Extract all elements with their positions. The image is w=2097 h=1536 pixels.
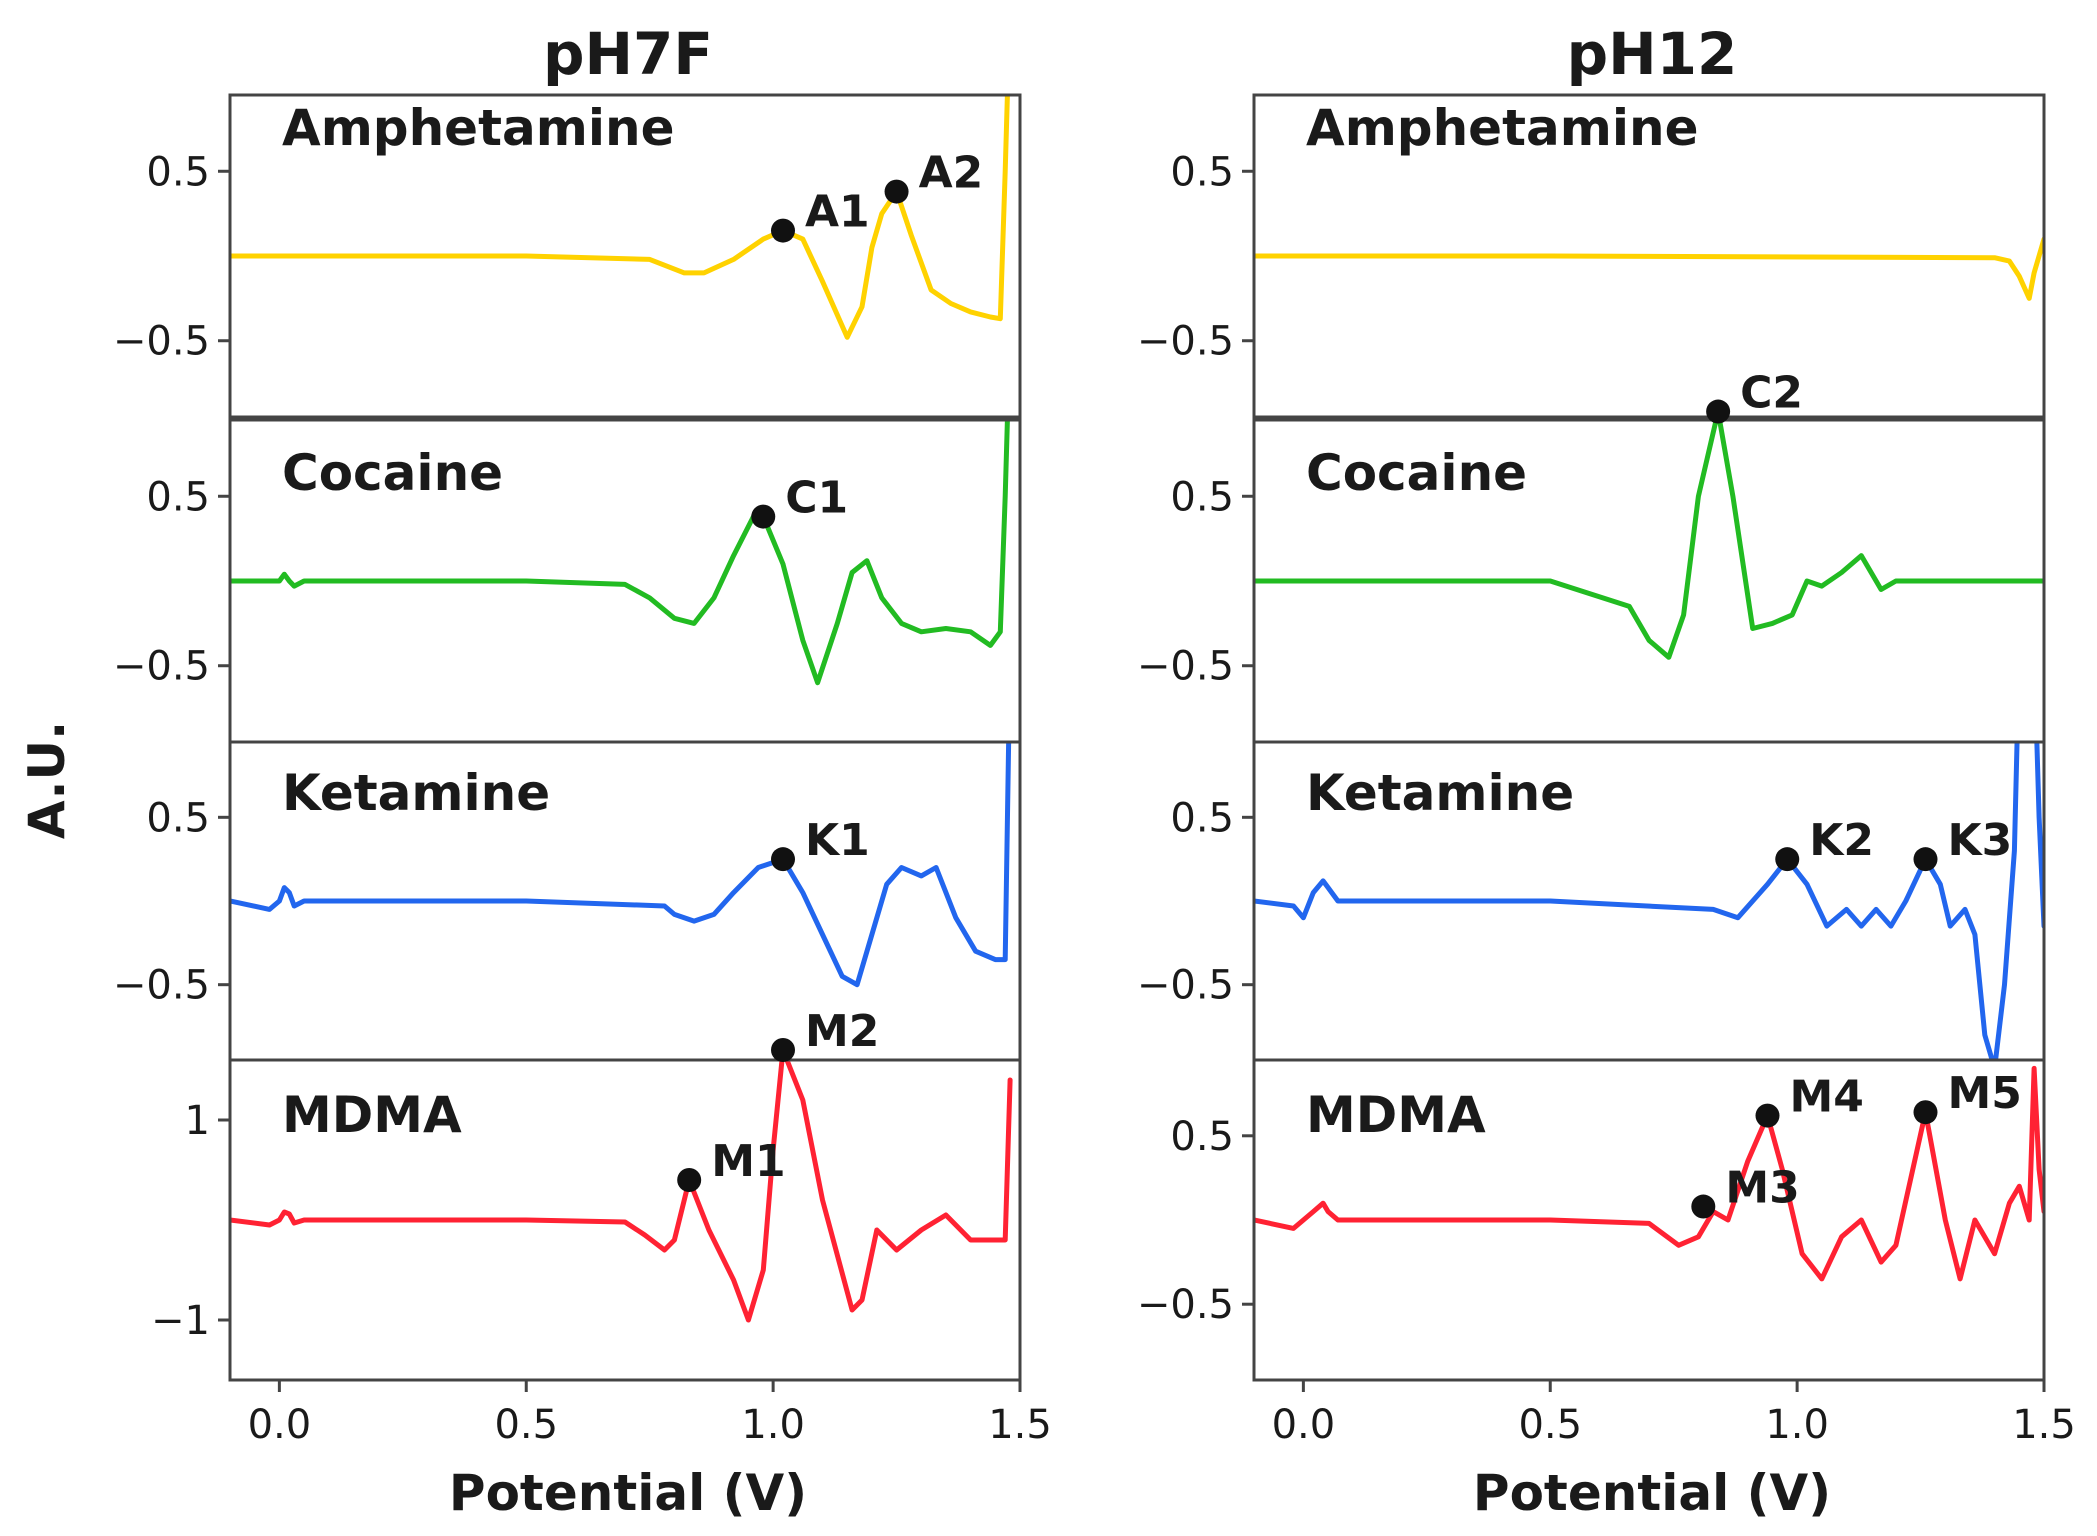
panel-title: MDMA (282, 1086, 462, 1144)
panel-title: Amphetamine (282, 99, 674, 157)
col1-panel0-group: 0.5 −0.5 Amphetamine (1137, 93, 2046, 419)
panel-title: Ketamine (1306, 764, 1574, 822)
panel-title: Cocaine (282, 444, 503, 502)
trace-line (1254, 742, 2044, 1060)
x-axis-label-ph12: Potential (V) (1473, 1464, 1831, 1522)
panel-title: MDMA (1306, 1086, 1486, 1144)
column-title-ph12: pH12 (1567, 20, 1738, 88)
peak-label: K3 (1948, 815, 2013, 866)
peak-label: M2 (805, 1006, 879, 1057)
peak-marker (771, 847, 795, 872)
y-tick-label: 0.5 (146, 474, 210, 520)
y-tick-label: −0.5 (113, 644, 210, 690)
col1-x-axis: 0.0 0.5 1.0 1.5 (1272, 1380, 2076, 1448)
panel-title: Cocaine (1306, 444, 1527, 502)
x-tick-label: 0.5 (494, 1402, 558, 1448)
peak-label: M5 (1948, 1068, 2022, 1119)
panel-frame (1252, 1058, 2046, 1382)
peak-label: M1 (711, 1136, 785, 1187)
peak-marker (771, 218, 795, 243)
x-tick-label: 0.0 (248, 1402, 312, 1448)
y-tick-label: −0.5 (1137, 319, 1234, 365)
peak-marker (677, 1168, 702, 1192)
x-axis-label-ph7f: Potential (V) (449, 1464, 807, 1522)
y-tick-label: 1 (185, 1098, 210, 1144)
panel-frame (228, 1058, 1022, 1382)
trace-line (1254, 236, 2044, 301)
peak-label: K2 (1809, 815, 1874, 866)
y-tick-label: 0.5 (1170, 149, 1234, 195)
peak-marker (751, 504, 776, 529)
x-tick-label: 0.0 (1272, 1402, 1336, 1448)
trace-line (230, 1060, 1013, 1323)
trace-line (1254, 420, 2044, 660)
panel-title: Amphetamine (1306, 99, 1698, 157)
x-tick-label: 1.0 (741, 1402, 805, 1448)
peak-label: M4 (1790, 1072, 1864, 1123)
y-tick-label: 0.5 (146, 149, 210, 195)
panel-frame (228, 93, 1022, 419)
y-tick-label: 0.5 (1170, 1114, 1234, 1160)
trace-line (1254, 1065, 2044, 1282)
peak-marker (1691, 1194, 1716, 1219)
peak-label: C2 (1740, 368, 1803, 419)
col0-panel3-group: 1 −1 MDMA M1 M2 (151, 1006, 1022, 1382)
y-tick-label: −0.5 (113, 319, 210, 365)
col1-panel3-group: 0.5 −0.5 MDMA M3 M4 M5 (1137, 1058, 2046, 1382)
column-title-ph7f: pH7F (543, 20, 713, 88)
x-tick-label: 1.5 (2012, 1402, 2076, 1448)
col1-panel1-group: 0.5 −0.5 Cocaine C2 (1137, 368, 2046, 744)
col0-panel1-group: 0.5 −0.5 Cocaine C1 (113, 418, 1022, 744)
peak-label: A1 (805, 187, 870, 238)
y-axis-label: A.U. (18, 721, 76, 839)
peak-marker (771, 1038, 795, 1062)
peak-label: C1 (785, 473, 848, 524)
y-tick-label: 0.5 (146, 795, 210, 841)
peak-marker (1913, 1100, 1938, 1125)
x-tick-label: 1.0 (1765, 1402, 1829, 1448)
peak-label: K1 (805, 815, 870, 866)
x-tick-label: 1.5 (988, 1402, 1052, 1448)
panel-title: Ketamine (282, 764, 550, 822)
y-tick-label: −0.5 (113, 963, 210, 1009)
y-tick-label: 0.5 (1170, 474, 1234, 520)
peak-marker (884, 179, 909, 204)
panel-frame (1252, 93, 2046, 419)
col1-panel2-group: 0.5 −0.5 Ketamine K2 K3 (1137, 740, 2046, 1062)
y-tick-label: −1 (151, 1298, 210, 1344)
y-tick-label: −0.5 (1137, 644, 1234, 690)
col0-panel0-group: 0.5 −0.5 Amphetamine A1 A2 (113, 93, 1022, 419)
peak-label: M3 (1725, 1163, 1799, 1214)
trace-line (230, 95, 1010, 340)
peak-label: A2 (919, 148, 984, 199)
col0-x-axis: 0.0 0.5 1.0 1.5 (248, 1380, 1052, 1448)
peak-marker (1775, 847, 1800, 872)
peak-marker (1755, 1103, 1780, 1128)
y-tick-label: 0.5 (1170, 795, 1234, 841)
y-tick-label: −0.5 (1137, 963, 1234, 1009)
x-tick-label: 0.5 (1518, 1402, 1582, 1448)
trace-line (230, 420, 1010, 686)
peak-marker (1706, 399, 1731, 424)
y-tick-label: −0.5 (1137, 1282, 1234, 1328)
peak-marker (1913, 847, 1938, 872)
col0-panel2-group: 0.5 −0.5 Ketamine K1 (113, 740, 1022, 1062)
